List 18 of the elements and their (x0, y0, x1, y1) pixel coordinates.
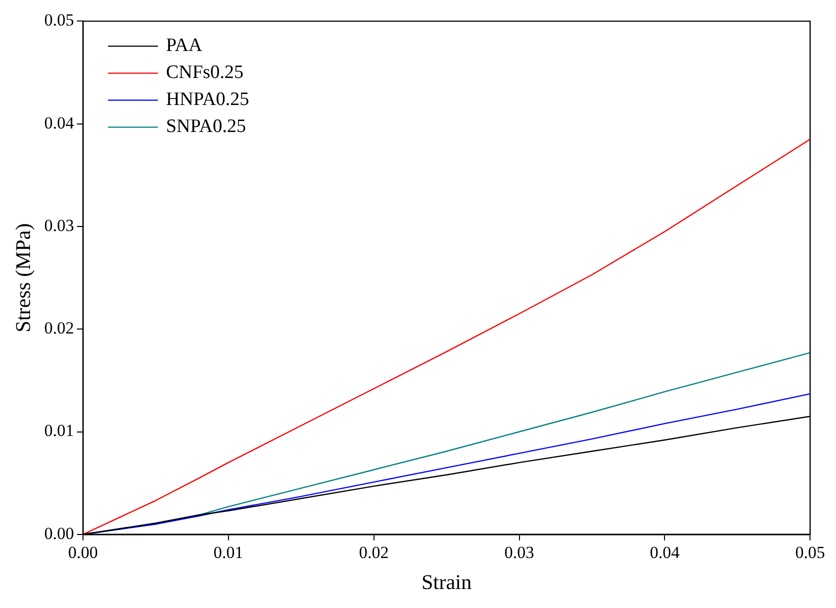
y-tick-label: 0.01 (44, 421, 74, 440)
y-tick-label: 0.03 (44, 216, 74, 235)
x-axis-title: Strain (421, 570, 472, 594)
legend-label: CNFs0.25 (166, 62, 244, 84)
x-tick-label: 0.00 (68, 543, 98, 562)
x-tick-label: 0.05 (795, 543, 825, 562)
x-tick-label: 0.01 (214, 543, 244, 562)
x-tick-label: 0.04 (650, 543, 680, 562)
x-tick-label: 0.03 (504, 543, 534, 562)
y-tick-label: 0.00 (44, 524, 74, 543)
x-tick-label: 0.02 (358, 543, 389, 562)
legend-label: PAA (166, 35, 202, 56)
y-tick-label: 0.04 (44, 113, 74, 132)
y-tick-label: 0.02 (44, 318, 74, 338)
y-tick-label: 0.05 (44, 10, 74, 30)
y-axis-title: Stress (MPa) (11, 223, 36, 332)
legend-label: SNPA0.25 (166, 116, 246, 138)
legend-label: HNPA0.25 (166, 89, 250, 110)
